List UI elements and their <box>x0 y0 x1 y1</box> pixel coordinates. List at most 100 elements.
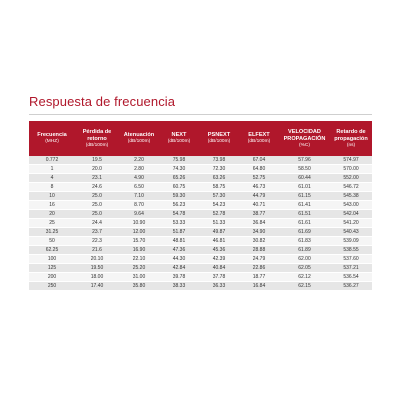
table-cell: 61.15 <box>279 191 330 201</box>
table-cell: 61.41 <box>279 200 330 210</box>
table-cell: 39.78 <box>159 272 199 282</box>
table-row: 20 25.0 9.64 54.78 52.78 38.77 61.51 542.04 <box>29 209 372 219</box>
table-cell: 49.87 <box>199 227 239 237</box>
table-cell: 40.84 <box>199 263 239 273</box>
table-cell: 42.39 <box>199 254 239 264</box>
table-cell: 56.23 <box>159 200 199 210</box>
table-row: 16 25.0 8.70 56.23 54.23 40.71 61.41 543.00 <box>29 200 372 210</box>
table-cell: 537.21 <box>330 263 372 273</box>
frequency-response-table: Frecuencia (MHZ) Pérdida de retorno (dB/100… <box>29 121 372 291</box>
table-cell: 21.6 <box>75 245 119 255</box>
table-row: 8 24.6 6.50 60.75 58.75 46.73 61.01 546.72 <box>29 182 372 192</box>
table-cell: 73.98 <box>199 156 239 165</box>
table-cell: 18.77 <box>239 272 279 282</box>
table-cell: 16.90 <box>119 245 159 255</box>
table-cell: 24.4 <box>75 218 119 228</box>
table-cell: 10 <box>29 191 75 201</box>
column-header-label: Atenuación <box>123 132 155 138</box>
column-header-label: NEXT <box>171 132 187 138</box>
table-cell: 570.00 <box>330 164 372 174</box>
column-header-unit: (dB/100m) <box>127 139 151 144</box>
page-title: Respuesta de frecuencia <box>29 94 176 109</box>
table-cell: 58.75 <box>199 182 239 192</box>
table-cell: 200 <box>29 272 75 282</box>
column-header-label: Frecuencia <box>37 132 67 138</box>
table-cell: 64.80 <box>239 164 279 174</box>
table-cell: 536.27 <box>330 281 372 291</box>
table-cell: 67.04 <box>239 156 279 165</box>
table-cell: 24.79 <box>239 254 279 264</box>
table-cell: 62.15 <box>279 281 330 291</box>
table-cell: 543.00 <box>330 200 372 210</box>
table-cell: 25 <box>29 218 75 228</box>
column-header-label: ELFEXT <box>248 132 270 138</box>
table-cell: 250 <box>29 281 75 291</box>
table-cell: 17.40 <box>75 281 119 291</box>
table-cell: 552.00 <box>330 173 372 183</box>
table-cell: 540.43 <box>330 227 372 237</box>
table-cell: 4 <box>29 173 75 183</box>
column-header-unit: (MHZ) <box>45 139 59 144</box>
table-cell: 57.30 <box>199 191 239 201</box>
column-header-unit: (dB/100m) <box>247 139 271 144</box>
column-header-unit: (ns) <box>346 142 356 148</box>
table-cell: 28.88 <box>239 245 279 255</box>
table-cell: 537.60 <box>330 254 372 264</box>
table-cell: 19.5 <box>75 156 119 165</box>
table-cell: 65.26 <box>159 173 199 183</box>
table-cell: 20.10 <box>75 254 119 264</box>
table-cell: 58.50 <box>279 164 330 174</box>
table-cell: 45.36 <box>199 245 239 255</box>
table-cell: 31.00 <box>119 272 159 282</box>
table-cell: 25.0 <box>75 209 119 219</box>
column-header-label: Pérdida de retorno <box>82 128 112 142</box>
table-cell: 62.05 <box>279 263 330 273</box>
table-cell: 53.33 <box>159 218 199 228</box>
table-cell: 20.0 <box>75 164 119 174</box>
table-cell: 2.20 <box>119 156 159 165</box>
table-cell: 23.1 <box>75 173 119 183</box>
table-cell: 72.30 <box>199 164 239 174</box>
table-cell: 38.33 <box>159 281 199 291</box>
table-cell: 37.78 <box>199 272 239 282</box>
table-cell: 541.20 <box>330 218 372 228</box>
table-cell: 61.01 <box>279 182 330 192</box>
column-header-unit: (dB/100m) <box>167 139 191 144</box>
column-header: Retardo de propagación (ns) <box>330 121 372 156</box>
column-header-label: Retardo de propagación <box>334 128 368 142</box>
table-cell: 22.10 <box>119 254 159 264</box>
table-cell: 7.10 <box>119 191 159 201</box>
table-cell: 22.3 <box>75 236 119 246</box>
table-cell: 59.30 <box>159 191 199 201</box>
table-cell: 2.80 <box>119 164 159 174</box>
table-row: 125 19.50 25.20 42.84 40.84 22.86 62.05 537.21 <box>29 263 372 273</box>
table-cell: 57.96 <box>279 156 330 165</box>
table-row: 62.25 21.6 16.90 47.36 45.36 28.88 61.89 538.55 <box>29 245 372 255</box>
table-row: 250 17.40 35.80 38.33 36.33 16.84 62.15 536.27 <box>29 281 372 291</box>
table-cell: 8 <box>29 182 75 192</box>
table-cell: 48.81 <box>159 236 199 246</box>
column-header-label: PSNEXT <box>207 132 231 138</box>
table-cell: 36.84 <box>239 218 279 228</box>
table-cell: 6.50 <box>119 182 159 192</box>
table-row: 31.25 23.7 12.00 51.87 49.87 34.90 61.69 540.43 <box>29 227 372 237</box>
column-header-unit: (dB/100m) <box>85 142 109 148</box>
table-cell: 538.55 <box>330 245 372 255</box>
table-cell: 60.75 <box>159 182 199 192</box>
table-cell: 10.90 <box>119 218 159 228</box>
table-row: 10 25.0 7.10 59.30 57.30 44.79 61.15 545.38 <box>29 191 372 201</box>
table-cell: 18.00 <box>75 272 119 282</box>
table-cell: 34.90 <box>239 227 279 237</box>
table-cell: 35.80 <box>119 281 159 291</box>
table-row: 0.772 19.5 2.20 75.98 73.98 67.04 57.96 574.97 <box>29 156 372 165</box>
column-header: PSNEXT (dB/100m) <box>199 121 239 156</box>
column-header: VELOCIDAD PROPAGACIÓN (%C) <box>279 121 330 156</box>
column-header-unit: (%C) <box>299 142 310 148</box>
column-header-unit: (dB/100m) <box>207 139 231 144</box>
table-cell: 52.75 <box>239 173 279 183</box>
table-cell: 51.87 <box>159 227 199 237</box>
table-cell: 46.81 <box>199 236 239 246</box>
table-cell: 47.36 <box>159 245 199 255</box>
table-cell: 536.54 <box>330 272 372 282</box>
table-cell: 20 <box>29 209 75 219</box>
